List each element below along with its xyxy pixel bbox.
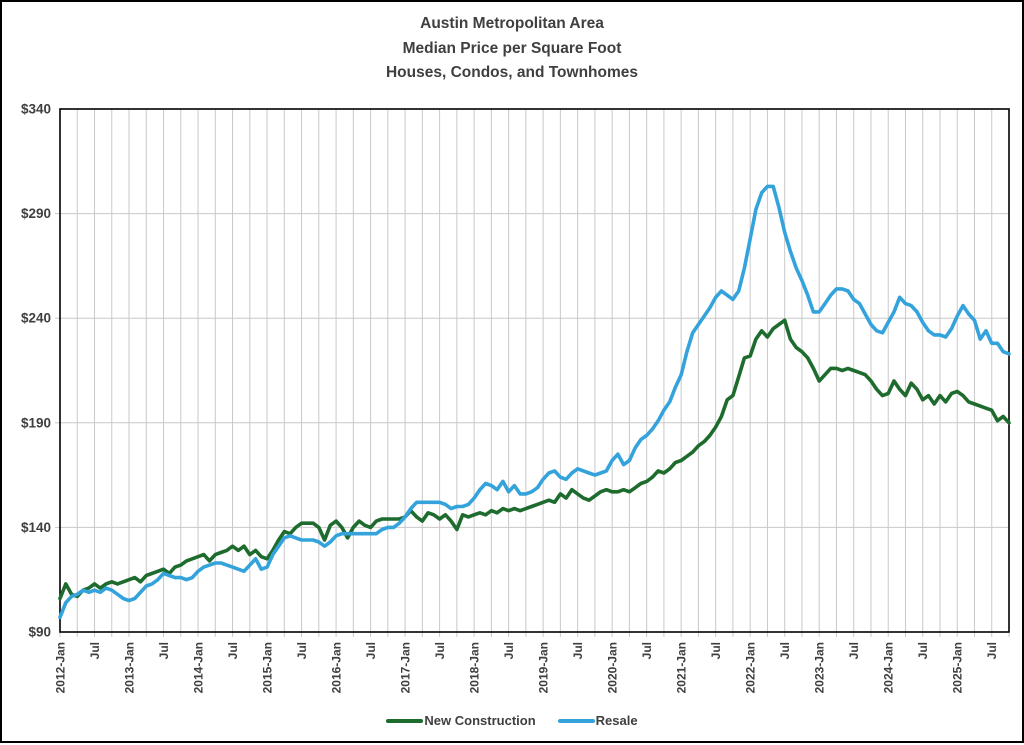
legend-item-resale: Resale [557,713,638,728]
svg-text:$290: $290 [21,206,51,221]
svg-text:2017-Jan: 2017-Jan [399,642,413,693]
new-construction-line-swatch [386,718,424,723]
svg-text:Jul: Jul [433,642,447,659]
chart-title-line-3: Houses, Condos, and Townhomes [385,64,639,81]
svg-text:Jul: Jul [226,642,240,659]
svg-text:2024-Jan: 2024-Jan [882,642,896,693]
svg-text:Jul: Jul [571,642,585,659]
svg-text:Jul: Jul [778,642,792,659]
svg-text:$90: $90 [28,625,51,640]
svg-text:Jul: Jul [364,642,378,659]
svg-text:$190: $190 [21,415,51,430]
resale-line-swatch [557,718,595,723]
svg-text:2014-Jan: 2014-Jan [192,642,206,693]
svg-text:Jul: Jul [157,642,171,659]
chart-title-line-1: Austin Metropolitan Area [420,15,604,32]
legend-label-resale: Resale [595,713,638,728]
legend-item-new-construction: New Construction [386,713,536,728]
svg-text:2018-Jan: 2018-Jan [468,642,482,693]
svg-text:2012-Jan: 2012-Jan [54,642,68,693]
chart-title-line-2: Median Price per Square Foot [402,39,622,57]
chart-legend: New Construction Resale [2,713,1022,728]
svg-text:2021-Jan: 2021-Jan [675,642,689,693]
svg-text:Jul: Jul [916,642,930,659]
svg-text:Jul: Jul [502,642,516,659]
svg-text:Jul: Jul [640,642,654,659]
svg-text:$140: $140 [21,520,51,535]
chart-title: Austin Metropolitan Area Median Price pe… [2,12,1022,86]
svg-text:$240: $240 [21,311,51,326]
svg-text:2023-Jan: 2023-Jan [813,642,827,693]
svg-text:Jul: Jul [295,642,309,659]
svg-text:2019-Jan: 2019-Jan [537,642,551,693]
svg-text:2025-Jan: 2025-Jan [951,642,965,693]
svg-text:Jul: Jul [88,642,102,659]
svg-text:Jul: Jul [709,642,723,659]
svg-text:2022-Jan: 2022-Jan [744,642,758,693]
legend-label-new-construction: New Construction [424,713,536,728]
svg-text:Jul: Jul [985,642,999,659]
svg-text:Jul: Jul [847,642,861,659]
svg-text:2020-Jan: 2020-Jan [606,642,620,693]
svg-text:2013-Jan: 2013-Jan [123,642,137,693]
svg-text:2016-Jan: 2016-Jan [330,642,344,693]
svg-text:2015-Jan: 2015-Jan [261,642,275,693]
svg-text:$340: $340 [21,102,51,117]
